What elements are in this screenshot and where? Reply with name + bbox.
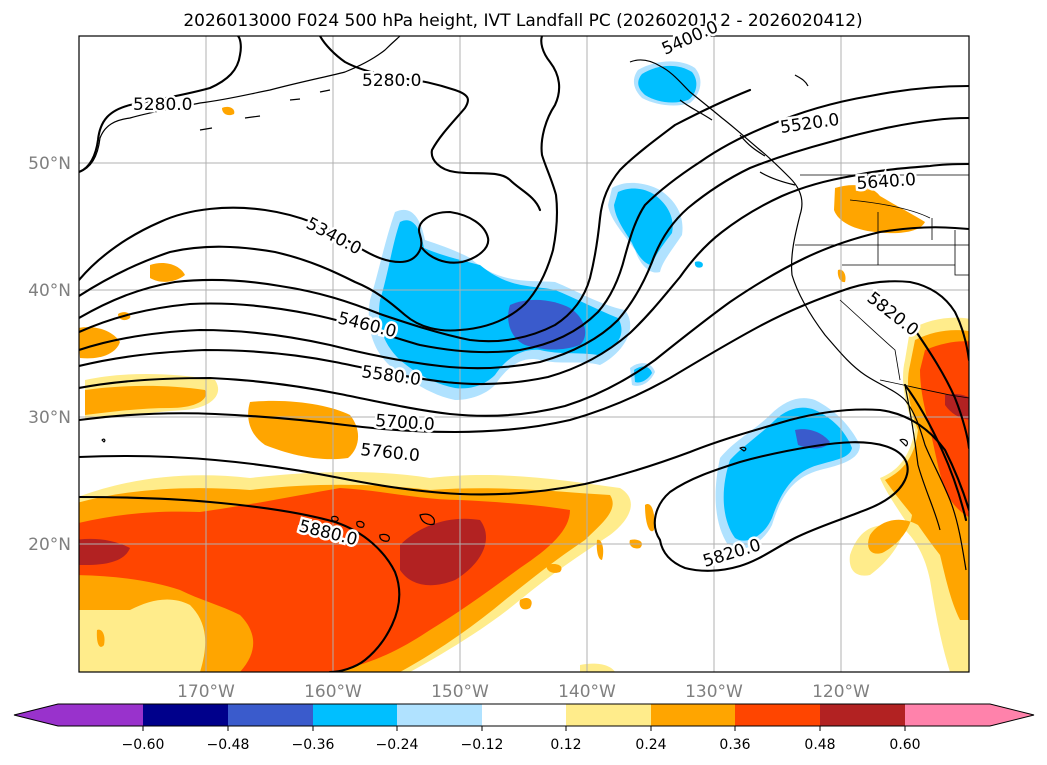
colorbar-tick-label: −0.48 xyxy=(207,737,250,753)
colorbar-segment xyxy=(482,704,566,726)
colorbar-segment xyxy=(820,704,905,726)
lat-label-30n: 30°N xyxy=(28,408,71,428)
contour-label: 5640.0 xyxy=(856,170,917,194)
colorbar-segment xyxy=(57,704,143,726)
figure-title: 2026013000 F024 500 hPa height, IVT Land… xyxy=(183,11,862,31)
lat-label-40n: 40°N xyxy=(28,281,71,301)
height-contours xyxy=(79,36,969,672)
colorbar-tick-label: 0.36 xyxy=(719,737,750,753)
colorbar-segment xyxy=(651,704,735,726)
colorbar-segment xyxy=(905,704,991,726)
lon-label-160w: 160°W xyxy=(304,682,362,702)
colorbar-segment xyxy=(990,704,1034,726)
colorbar-tick-label: 0.48 xyxy=(804,737,835,753)
colorbar-segment xyxy=(14,704,58,726)
colorbar-segment xyxy=(313,704,397,726)
colorbar-segment xyxy=(735,704,820,726)
coastlines xyxy=(79,36,969,571)
colorbar-segment xyxy=(143,704,228,726)
colorbar-tick-label: −0.36 xyxy=(292,737,335,753)
colorbar-tick-label: 0.60 xyxy=(889,737,920,753)
colorbar-segment xyxy=(566,704,651,726)
contour-label: 5700.0 xyxy=(375,411,436,435)
graticule xyxy=(79,36,969,672)
lat-label-50n: 50°N xyxy=(28,154,71,174)
colorbar-tick-label: −0.24 xyxy=(376,737,419,753)
longitude-labels: 170°W 160°W 150°W 140°W 130°W 120°W xyxy=(177,682,870,702)
map-frame xyxy=(78,35,970,673)
colorbar-tick-label: 0.24 xyxy=(635,737,666,753)
colorbar-outline xyxy=(13,703,1035,727)
colorbar-tick-label: 0.12 xyxy=(550,737,581,753)
latitude-labels: 50°N 40°N 30°N 20°N xyxy=(28,154,71,555)
lon-label-170w: 170°W xyxy=(177,682,235,702)
contour-label: 5280.0 xyxy=(362,71,421,91)
contour-label: 5280.0 xyxy=(133,95,192,115)
colorbar-segment xyxy=(397,704,482,726)
lon-label-130w: 130°W xyxy=(685,682,743,702)
lon-label-140w: 140°W xyxy=(558,682,616,702)
colorbar: −0.60 −0.48 −0.36 −0.24 −0.12 0.12 0.24 … xyxy=(13,703,1035,753)
lon-label-150w: 150°W xyxy=(431,682,489,702)
lon-label-120w: 120°W xyxy=(812,682,870,702)
colorbar-tick-label: −0.60 xyxy=(122,737,165,753)
colorbar-ticks xyxy=(142,726,906,731)
lat-label-20n: 20°N xyxy=(28,535,71,555)
colorbar-segment xyxy=(228,704,313,726)
colorbar-tick-label: −0.12 xyxy=(461,737,504,753)
